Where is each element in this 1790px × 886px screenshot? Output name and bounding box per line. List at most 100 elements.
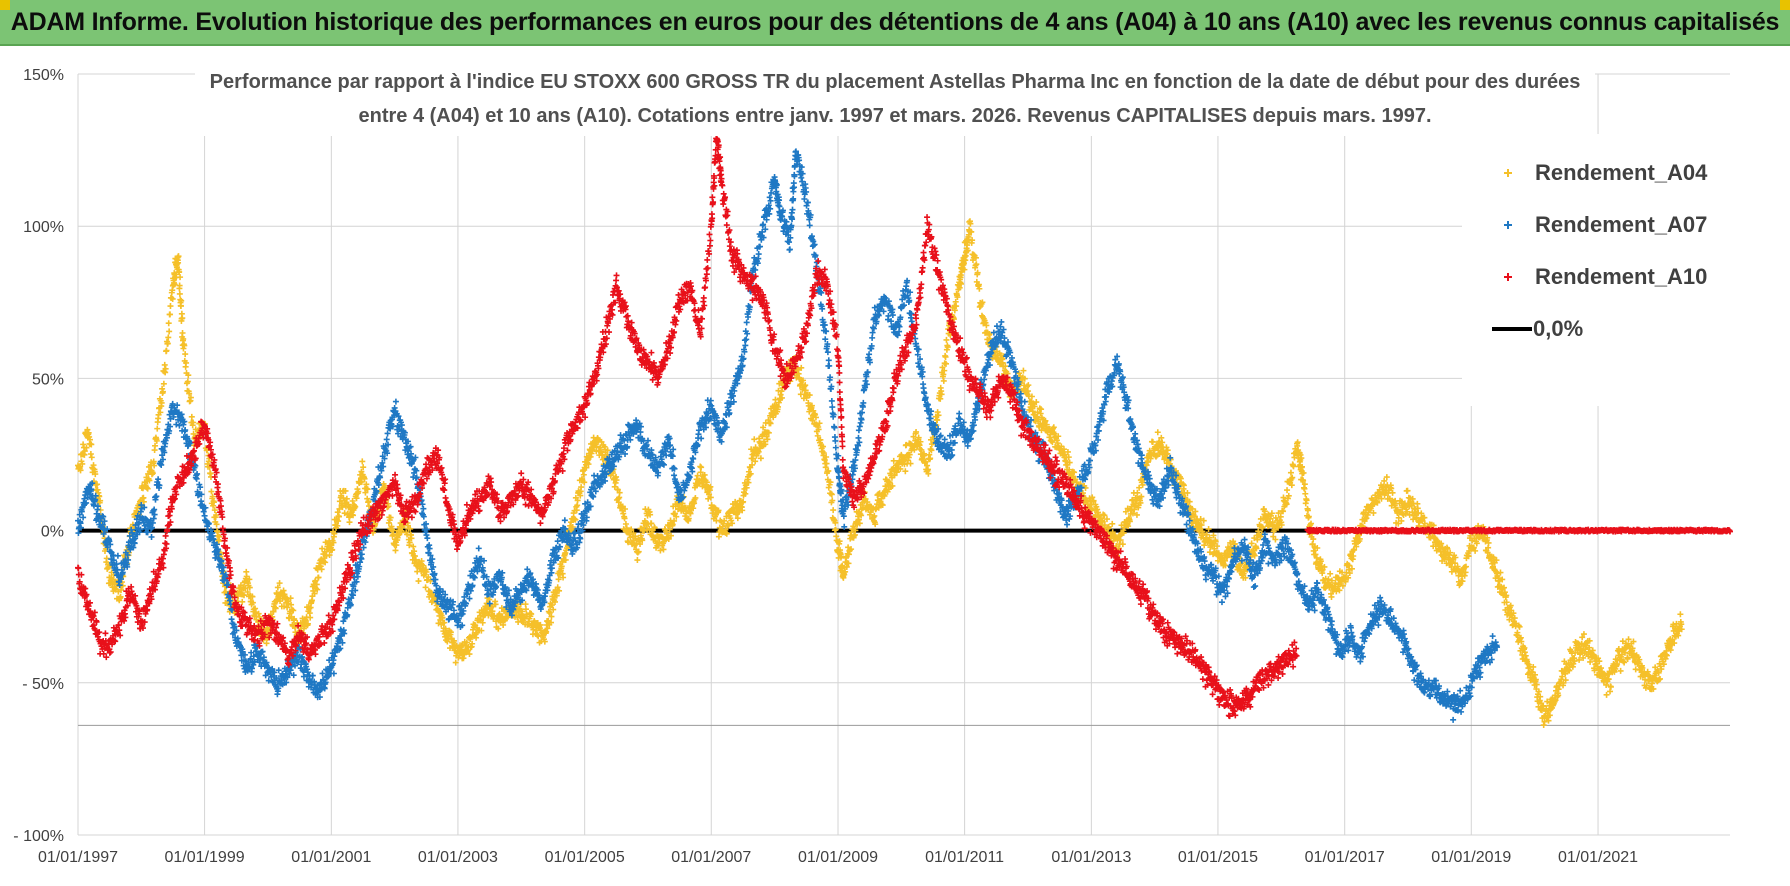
data-point	[176, 282, 183, 289]
data-point	[88, 454, 95, 461]
data-point	[336, 505, 343, 512]
data-point	[114, 552, 121, 559]
data-point	[1302, 490, 1309, 497]
banner-corner-right	[1780, 0, 1790, 10]
data-point	[143, 484, 150, 491]
data-point	[475, 545, 482, 552]
data-point	[385, 519, 392, 526]
data-point	[1516, 623, 1523, 630]
data-point	[1154, 429, 1161, 436]
data-point	[648, 520, 655, 527]
data-point	[152, 442, 159, 449]
data-point	[235, 593, 242, 600]
data-point	[1603, 691, 1610, 698]
data-point	[190, 419, 197, 426]
data-point	[1497, 569, 1504, 576]
data-point	[276, 580, 283, 587]
data-point	[751, 436, 758, 443]
data-point	[94, 481, 101, 488]
points-layer	[75, 135, 1733, 729]
data-point	[183, 359, 190, 366]
data-point	[239, 598, 246, 605]
data-point	[346, 519, 353, 526]
data-point	[424, 535, 431, 542]
data-point	[176, 268, 183, 275]
data-point	[1677, 611, 1684, 618]
data-point	[307, 614, 314, 621]
data-point	[162, 365, 169, 372]
data-point	[187, 394, 194, 401]
data-point	[470, 573, 477, 580]
data-point	[246, 584, 253, 591]
data-point	[171, 281, 178, 288]
data-point	[169, 295, 176, 302]
data-point	[249, 599, 256, 606]
data-point	[360, 464, 367, 471]
data-point	[157, 409, 164, 416]
data-point	[358, 478, 365, 485]
data-point	[778, 388, 785, 395]
data-point	[90, 462, 97, 469]
data-point	[190, 430, 197, 437]
data-point	[1327, 570, 1334, 577]
chart-area: 150% 100% 50% 0% - 50% - 100% 01/01/1997 01/01/…	[0, 48, 1790, 886]
data-point	[312, 577, 319, 584]
data-point	[166, 328, 173, 335]
data-point	[208, 488, 215, 495]
data-point	[399, 524, 406, 531]
data-point	[164, 340, 171, 347]
data-point	[274, 584, 281, 591]
data-point	[318, 566, 325, 573]
data-point	[246, 576, 253, 583]
data-point	[117, 593, 124, 600]
data-point	[263, 640, 270, 647]
data-point	[81, 448, 88, 455]
data-point	[943, 336, 950, 343]
data-point	[309, 672, 316, 679]
data-point	[354, 573, 361, 580]
data-point	[165, 320, 172, 327]
data-point	[349, 497, 356, 504]
data-point	[181, 342, 188, 349]
data-point	[88, 441, 95, 448]
data-point	[177, 274, 184, 281]
data-point	[184, 378, 191, 385]
data-point	[87, 450, 94, 457]
data-point	[329, 546, 336, 553]
data-point	[311, 590, 318, 597]
data-point	[304, 620, 311, 627]
data-point	[1617, 667, 1624, 674]
data-point	[177, 303, 184, 310]
data-point	[388, 526, 395, 533]
data-point	[213, 521, 220, 528]
data-point	[342, 487, 349, 494]
data-point	[159, 388, 166, 395]
data-point	[334, 509, 341, 516]
data-point	[175, 253, 182, 260]
data-point	[146, 477, 153, 484]
data-point	[392, 547, 399, 554]
data-point	[942, 354, 949, 361]
data-point	[186, 390, 193, 397]
data-point	[1109, 520, 1116, 527]
data-point	[280, 587, 287, 594]
data-point	[149, 470, 156, 477]
data-point	[1328, 593, 1335, 600]
data-point	[272, 605, 279, 612]
performance-scatter-chart: 150%100%50%0%- 50%- 100%01/01/1997 01/01/…	[13, 62, 1733, 866]
data-point	[1284, 487, 1291, 494]
data-point	[256, 613, 263, 620]
data-point	[415, 578, 422, 585]
data-point	[179, 315, 186, 322]
data-point	[370, 526, 377, 533]
data-point	[1607, 688, 1614, 695]
data-point	[211, 507, 218, 514]
report-banner: ADAM Informe. Evolution historique des p…	[0, 0, 1790, 46]
data-point	[355, 488, 362, 495]
data-point	[634, 557, 641, 564]
data-point	[167, 303, 174, 310]
data-point	[251, 613, 258, 620]
data-point	[365, 503, 372, 510]
data-point	[210, 499, 217, 506]
data-point	[313, 581, 320, 588]
